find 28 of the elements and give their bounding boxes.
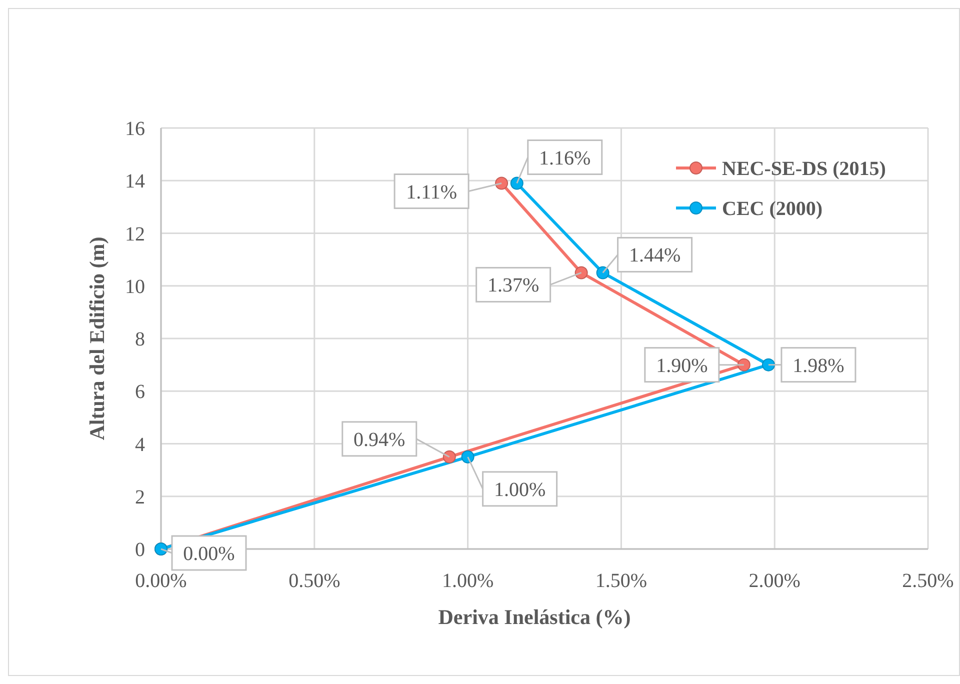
y-tick-label: 4 <box>135 434 145 456</box>
data-label: 1.37% <box>487 274 540 297</box>
legend-label: CEC (2000) <box>722 198 823 220</box>
data-label: 1.44% <box>628 244 681 267</box>
x-tick-label: 1.50% <box>595 570 648 592</box>
y-tick-label: 2 <box>135 486 145 508</box>
y-tick-label: 8 <box>135 328 145 350</box>
x-tick-label: 0.50% <box>288 570 340 592</box>
y-tick-label: 10 <box>125 276 145 298</box>
y-tick-label: 6 <box>135 381 145 404</box>
y-tick-label: 0 <box>135 539 145 561</box>
legend-label: NEC-SE-DS (2015) <box>722 158 886 180</box>
data-label: 1.00% <box>494 478 546 501</box>
data-label: 0.94% <box>354 428 406 451</box>
data-label: 1.11% <box>406 181 458 204</box>
y-tick-label: 14 <box>125 170 145 193</box>
x-tick-label: 1.00% <box>442 570 494 592</box>
data-label: 0.00% <box>183 543 235 565</box>
x-tick-label: 2.00% <box>748 570 800 592</box>
data-label: 1.16% <box>539 147 591 170</box>
data-label: 1.98% <box>792 354 844 377</box>
x-tick-label: 2.50% <box>902 570 954 592</box>
y-tick-label: 16 <box>125 118 145 140</box>
data-label: 1.90% <box>656 354 708 377</box>
y-tick-label: 12 <box>125 223 145 246</box>
x-axis-title: Deriva Inelástica (%) <box>438 605 631 629</box>
x-tick-label: 0.00% <box>135 570 187 592</box>
y-axis-title: Altura del Edificio (m) <box>85 236 109 440</box>
